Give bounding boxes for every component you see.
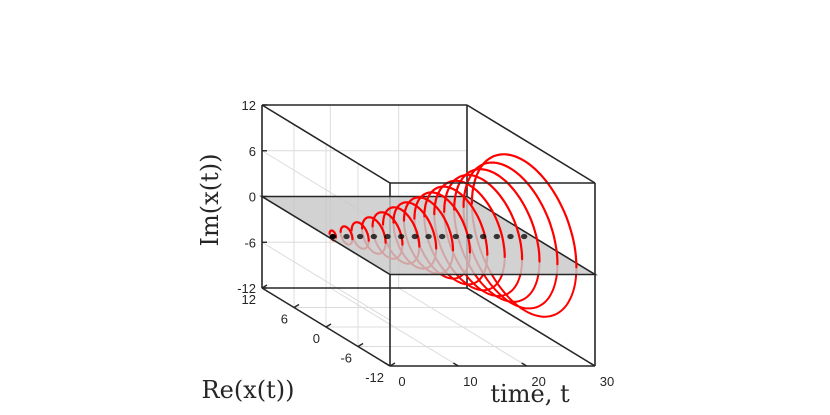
z-axis-label: Im(x(t)) <box>196 154 224 247</box>
loop-upper-6 <box>392 201 438 250</box>
tick-mark-time-1 <box>452 362 459 367</box>
tick-mark-re-1 <box>357 342 364 348</box>
point-1 <box>343 233 350 240</box>
tick-label-re-0: -12 <box>365 370 384 385</box>
point-2 <box>356 233 364 240</box>
box-edge-left-top <box>261 104 391 184</box>
tick-label-re-4: 12 <box>242 292 256 307</box>
loop-upper-10 <box>433 179 506 258</box>
tick-mark-re-0 <box>389 362 396 367</box>
tick-label-im-1: -6 <box>244 235 256 250</box>
loop-upper-1 <box>339 225 354 241</box>
tick-label-time-1: 10 <box>463 374 477 389</box>
point-7 <box>425 233 432 240</box>
tick-label-im-0: -12 <box>237 281 256 296</box>
tick-label-re-2: 0 <box>313 331 320 346</box>
tick-label-im-2: 0 <box>249 190 256 205</box>
point-9 <box>452 233 460 240</box>
tick-mark-time-2 <box>521 362 528 367</box>
loop-upper-8 <box>413 191 471 254</box>
point-12 <box>493 233 501 240</box>
point-5 <box>397 233 405 240</box>
box-edge-right-bottom <box>466 287 596 367</box>
loop-upper-5 <box>381 206 421 248</box>
box-edge-right-top <box>466 104 596 184</box>
point-4 <box>384 233 391 240</box>
point-3 <box>370 233 378 240</box>
tick-label-im-4: 12 <box>242 98 256 113</box>
point-8 <box>438 233 446 240</box>
tick-label-re-1: -6 <box>340 351 352 366</box>
point-14 <box>520 233 528 240</box>
tick-label-time-3: 30 <box>600 374 614 389</box>
tick-mark-time-0 <box>384 362 391 367</box>
y-axis-label: Re(x(t)) <box>202 376 295 404</box>
loop-upper-4 <box>371 211 404 246</box>
tick-label-re-3: 6 <box>281 312 288 327</box>
tick-mark-time-3 <box>589 362 596 367</box>
loop-upper-0 <box>328 229 338 239</box>
loop-upper-2 <box>350 221 370 242</box>
point-13 <box>507 233 514 240</box>
tick-label-time-2: 20 <box>531 374 545 389</box>
loop-upper-11 <box>443 173 524 261</box>
loop-upper-14 <box>470 153 578 269</box>
loop-upper-13 <box>462 161 559 266</box>
x-axis-label: time, t <box>490 380 570 408</box>
tick-mark-re-4 <box>261 284 268 289</box>
loop-upper-7 <box>402 196 455 252</box>
point-11 <box>479 233 487 240</box>
point-10 <box>466 233 473 240</box>
tick-label-im-3: 6 <box>249 144 256 159</box>
tick-label-time-0: 0 <box>398 374 405 389</box>
point-0 <box>329 233 337 240</box>
tick-mark-re-2 <box>325 323 332 328</box>
tick-mark-re-3 <box>293 303 300 309</box>
point-6 <box>411 233 419 240</box>
